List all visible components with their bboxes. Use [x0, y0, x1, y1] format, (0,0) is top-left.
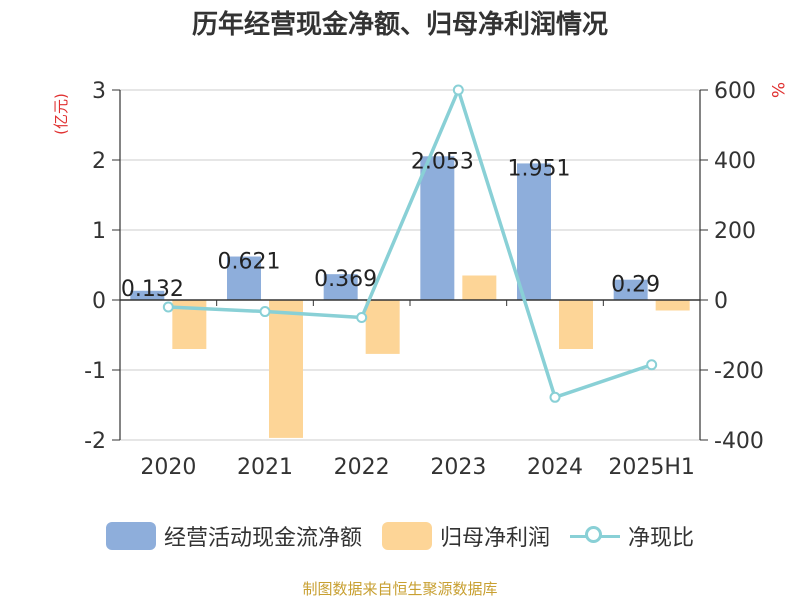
category-label: 2021: [237, 455, 293, 480]
bar-net-profit: [269, 300, 303, 438]
right-axis-unit: %: [767, 82, 787, 98]
data-label-cash-flow: 0.621: [218, 250, 281, 275]
left-axis-tick-label: 2: [92, 149, 106, 174]
line-ratio-point: [162, 301, 174, 313]
line-ratio: [168, 88, 653, 400]
left-axis-unit: (亿元): [52, 93, 70, 135]
chart-title: 历年经营现金净额、归母净利润情况: [191, 10, 608, 40]
left-axis-tick-label: 0: [92, 289, 106, 314]
left-axis-tick-label: 1: [92, 219, 106, 244]
legend-swatch-net-profit: [381, 522, 432, 550]
category-label: 2022: [334, 455, 390, 480]
line-ratio-point: [549, 391, 561, 403]
bar-cash-flow: [130, 290, 165, 300]
data-label-cash-flow: 0.132: [121, 277, 184, 302]
legend-item-cash-flow[interactable]: 经营活动现金流净额: [105, 520, 362, 552]
legend-item-ratio[interactable]: 净现比: [570, 520, 694, 552]
line-ratio-point: [452, 84, 464, 96]
data-label-cash-flow: 2.053: [411, 149, 474, 174]
data-label-cash-flow: 0.29: [611, 273, 660, 298]
right-axis-tick-label: 0: [714, 289, 728, 314]
line-ratio-point: [646, 359, 658, 371]
bar-net-profit: [462, 275, 497, 300]
right-axis-tick-label: -200: [714, 359, 764, 384]
bar-net-profit: [559, 300, 593, 349]
line-ratio-point: [259, 306, 271, 318]
legend-label-net-profit: 归母净利润: [439, 526, 550, 551]
category-label: 2024: [527, 455, 583, 480]
right-axis-tick-label: 600: [714, 79, 756, 104]
bar-cash-flow: [517, 163, 551, 300]
source-note: 制图数据来自恒生聚源数据库: [302, 580, 498, 598]
bar-net-profit: [655, 300, 690, 311]
category-label: 2023: [430, 455, 486, 480]
bar-net-profit: [365, 300, 400, 354]
left-axis-tick-label: -2: [84, 429, 106, 454]
legend-swatch-ratio: [570, 522, 620, 550]
data-label-cash-flow: 1.951: [508, 156, 571, 181]
bar-cash-flow: [323, 274, 358, 300]
left-axis-tick-label: 3: [92, 79, 106, 104]
right-axis-tick-label: 200: [714, 219, 756, 244]
legend-label-cash-flow: 经营活动现金流净额: [163, 526, 362, 551]
bar-cash-flow: [227, 256, 261, 300]
legend-marker-ratio: [585, 526, 602, 543]
right-axis-tick-label: -400: [714, 429, 764, 454]
legend-swatch-cash-flow: [105, 522, 156, 550]
legend: 经营活动现金流净额 归母净利润 净现比: [0, 516, 800, 556]
category-label: 2025H1: [608, 455, 695, 480]
line-ratio-point: [356, 312, 368, 323]
bar-cash-flow: [420, 156, 455, 300]
bar-cash-flow: [613, 279, 648, 300]
category-label: 2020: [140, 455, 196, 480]
right-axis-tick-label: 400: [714, 149, 756, 174]
data-label-cash-flow: 0.369: [314, 267, 377, 292]
legend-item-net-profit[interactable]: 归母净利润: [381, 520, 550, 552]
legend-label-ratio: 净现比: [628, 526, 695, 551]
left-axis-tick-label: -1: [84, 359, 106, 384]
